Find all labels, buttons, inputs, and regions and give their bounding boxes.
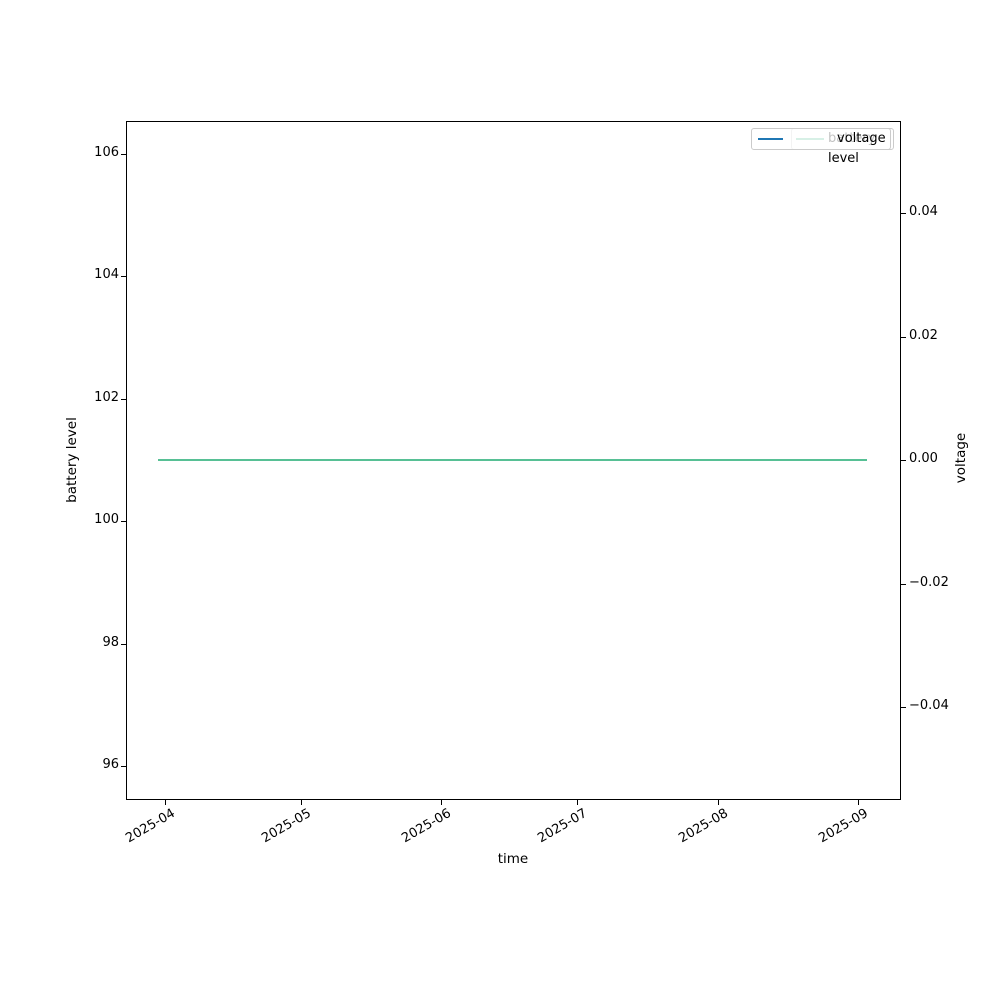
y-right-ticklabel: −0.02 — [909, 575, 949, 590]
y-left-tickmark — [121, 644, 126, 645]
x-tickmark — [718, 800, 719, 805]
y-left-tickmark — [121, 766, 126, 767]
y-right-ticklabel: 0.00 — [909, 451, 938, 466]
x-tickmark — [858, 800, 859, 805]
y-axis-label-right: voltage — [953, 432, 969, 484]
x-ticklabel: 2025-05 — [258, 806, 314, 847]
y-right-tickmark — [901, 213, 906, 214]
y-right-ticklabel: 0.04 — [909, 204, 938, 219]
y-left-tickmark — [121, 154, 126, 155]
y-left-ticklabel: 98 — [102, 635, 119, 650]
x-ticklabel: 2025-06 — [398, 806, 454, 847]
x-ticklabel: 2025-07 — [534, 806, 590, 847]
y-right-ticklabel: 0.02 — [909, 328, 938, 343]
y-left-ticklabel: 100 — [94, 512, 119, 527]
y-left-tickmark — [121, 521, 126, 522]
y-left-ticklabel: 102 — [94, 390, 119, 405]
y-left-ticklabel: 106 — [94, 145, 119, 160]
y-right-tickmark — [901, 337, 906, 338]
legend-voltage: voltage — [751, 128, 891, 150]
x-tickmark — [165, 800, 166, 805]
y-right-tickmark — [901, 707, 906, 708]
y-right-tickmark — [901, 584, 906, 585]
battery-level-line — [158, 459, 867, 461]
y-left-ticklabel: 104 — [94, 267, 119, 282]
x-ticklabel: 2025-08 — [675, 806, 731, 847]
legend-voltage-label: voltage — [837, 131, 886, 146]
x-tickmark — [441, 800, 442, 805]
x-tickmark — [301, 800, 302, 805]
y-right-ticklabel: −0.04 — [909, 698, 949, 713]
x-ticklabel: 2025-09 — [815, 806, 871, 847]
y-left-tickmark — [121, 276, 126, 277]
y-axis-label-left: battery level — [64, 417, 80, 503]
y-left-tickmark — [121, 399, 126, 400]
x-ticklabel: 2025-04 — [122, 806, 178, 847]
y-right-tickmark — [901, 460, 906, 461]
x-tickmark — [577, 800, 578, 805]
x-axis-label: time — [497, 851, 529, 867]
y-left-ticklabel: 96 — [102, 757, 119, 772]
legend-voltage-line-swatch — [758, 138, 783, 140]
